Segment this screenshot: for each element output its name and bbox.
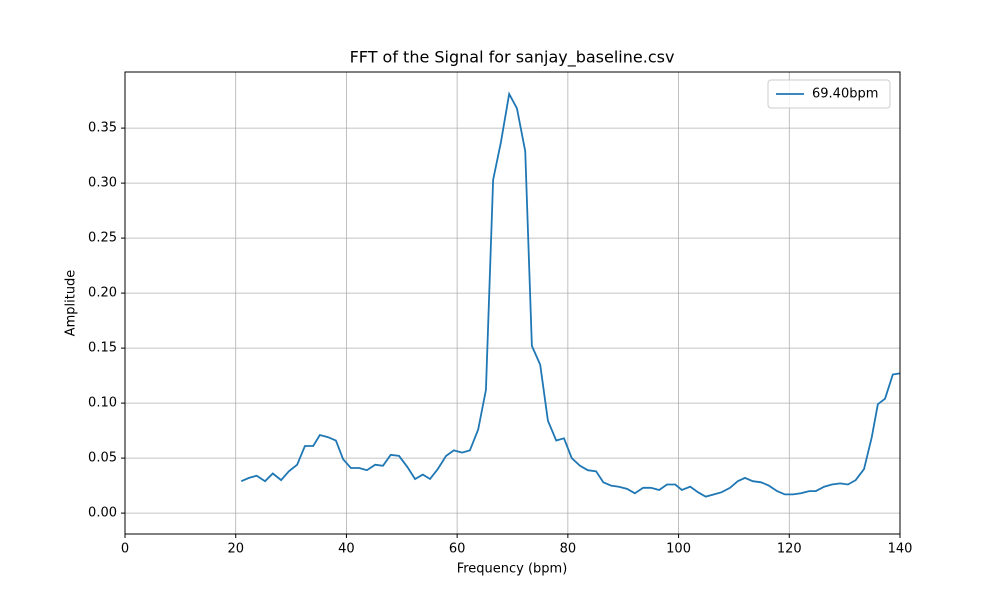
y-axis-label: Amplitude [64,270,79,337]
x-tick-label: 60 [449,542,466,557]
y-tick-label: 0.30 [88,176,117,191]
x-tick-label: 20 [227,542,244,557]
y-tick-label: 0.20 [88,286,117,301]
axes-frame [124,71,901,535]
x-tick-label: 140 [888,542,913,557]
x-tick-label: 120 [777,542,802,557]
legend-box [767,79,891,109]
x-tick-label: 0 [121,542,129,557]
x-tick-label: 80 [560,542,577,557]
x-tick-label: 40 [338,542,355,557]
y-tick-label: 0.05 [88,451,117,466]
y-tick-label: 0.00 [88,506,117,521]
x-tick-label: 100 [666,542,691,557]
x-axis-label: Frequency (bpm) [457,562,568,577]
chart-title: FFT of the Signal for sanjay_baseline.cs… [350,48,675,68]
y-tick-label: 0.25 [88,231,117,246]
y-tick-label: 0.15 [88,341,117,356]
line [240,91,900,498]
y-tick-label: 0.35 [88,121,117,136]
legend-label: 69.40bpm [812,87,878,102]
y-tick-label: 0.10 [88,396,117,411]
